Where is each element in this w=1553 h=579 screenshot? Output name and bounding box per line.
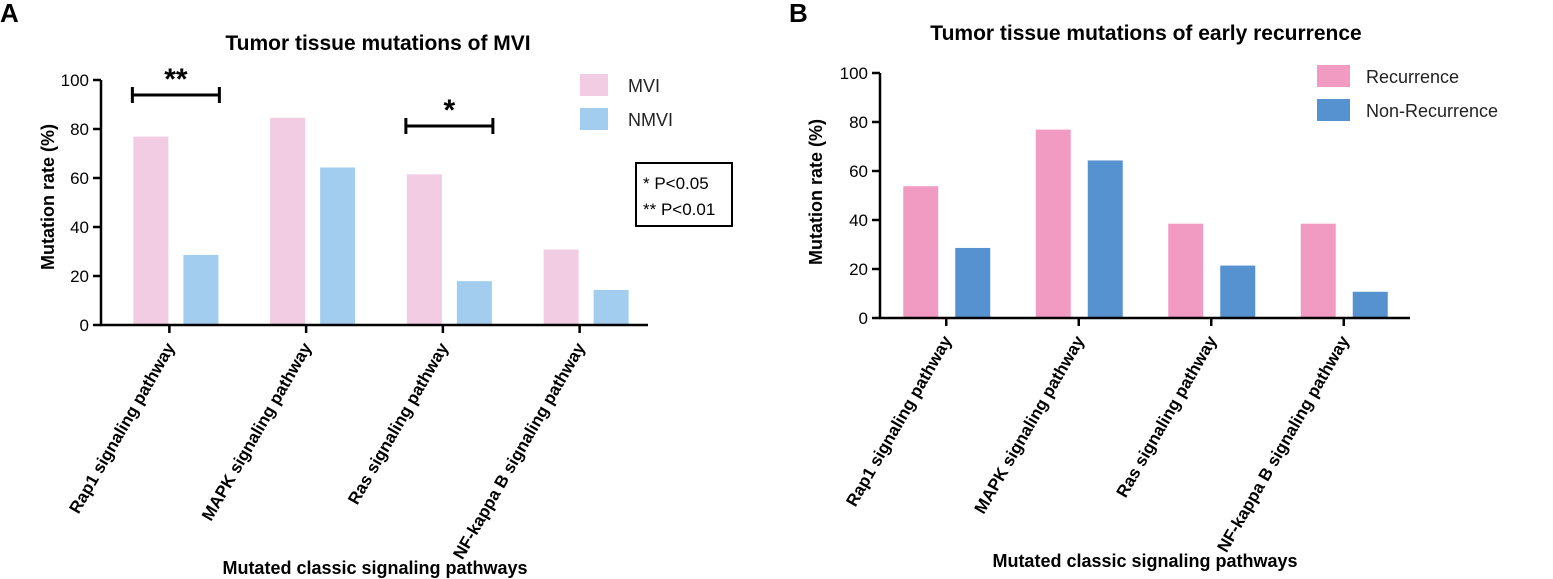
pvalue-note-double: ** P<0.01 [643, 200, 715, 219]
y-tick-label-80: 80 [849, 113, 868, 132]
y-tick-label-60: 60 [849, 162, 868, 181]
bar-nmvi-4 [593, 289, 629, 325]
panel-a-category-labels: Rap1 signaling pathway MAPK signaling pat… [66, 325, 589, 563]
legend-swatch-non-recurrence [1317, 99, 1350, 121]
panel-a-significance: *** [130, 63, 495, 134]
bar-non-recurrence-4 [1352, 291, 1388, 318]
y-tick-label-100: 100 [840, 64, 868, 83]
y-tick-label-80: 80 [70, 120, 89, 139]
significance-bracket-3 [404, 118, 495, 134]
bar-mvi-4 [543, 249, 579, 325]
pvalue-box-frame [635, 162, 733, 227]
y-tick-label-40: 40 [70, 218, 89, 237]
bar-recurrence-3 [1168, 223, 1204, 318]
panel-a-y-axis-title: Mutation rate (%) [38, 124, 58, 270]
category-label-ras-signaling-pathway: Ras signaling pathway [344, 339, 452, 508]
category-label-rap1-signaling-pathway: Rap1 signaling pathway [66, 339, 180, 517]
legend-swatch-nmvi [580, 108, 608, 130]
category-label-mapk-signaling-pathway: MAPK signaling pathway [198, 339, 316, 524]
panel-b-letter: B [789, 0, 808, 28]
panel-a-y-ticks: 0 20 40 60 80 100 [61, 71, 101, 335]
bar-mvi-3 [406, 174, 442, 325]
panel-a-legend: MVI NMVI [580, 74, 673, 130]
bar-non-recurrence-3 [1220, 265, 1256, 318]
panel-a-bars [133, 117, 629, 325]
category-label-ras-signaling-pathway: Ras signaling pathway [1113, 332, 1221, 501]
bar-non-recurrence-1 [955, 247, 991, 318]
panel-b: B Tumor tissue mutations of early recurr… [789, 0, 1498, 571]
y-tick-label-0: 0 [859, 309, 868, 328]
y-tick-label-40: 40 [849, 211, 868, 230]
category-label-nf-kappa-b-signaling-pathway: NF-kappa B signaling pathway [449, 339, 589, 562]
panel-b-legend: Recurrence Non-Recurrence [1317, 65, 1498, 121]
category-label-nf-kappa-b-signaling-pathway: NF-kappa B signaling pathway [1213, 332, 1353, 555]
y-tick-label-100: 100 [61, 71, 89, 90]
significance-bracket-1 [130, 87, 221, 103]
panel-b-axes [878, 73, 1410, 320]
bar-nmvi-2 [320, 167, 356, 325]
panel-a-title: Tumor tissue mutations of MVI [225, 32, 530, 55]
legend-label-mvi: MVI [628, 76, 660, 96]
legend-label-recurrence: Recurrence [1366, 67, 1459, 87]
significance-marker-1: ** [164, 63, 188, 96]
panel-b-category-labels: Rap1 signaling pathway MAPK signaling pat… [842, 318, 1353, 556]
panel-b-bars [903, 129, 1388, 318]
panel-b-y-ticks: 0 20 40 60 80 100 [840, 64, 880, 328]
legend-label-nmvi: NMVI [628, 110, 673, 130]
panel-a-letter: A [0, 0, 19, 28]
y-tick-label-20: 20 [849, 260, 868, 279]
panel-a-axes [99, 80, 648, 327]
category-label-rap1-signaling-pathway: Rap1 signaling pathway [842, 332, 956, 510]
panel-a: A Tumor tissue mutations of MVI Mutation… [0, 0, 733, 578]
bar-recurrence-4 [1300, 223, 1336, 318]
bar-nmvi-1 [183, 254, 219, 325]
y-tick-label-0: 0 [80, 316, 89, 335]
pvalue-note-single: * P<0.05 [643, 174, 709, 193]
bar-recurrence-1 [903, 186, 939, 318]
bar-recurrence-2 [1035, 129, 1071, 318]
bar-mvi-2 [270, 117, 306, 325]
y-tick-label-20: 20 [70, 267, 89, 286]
panel-b-title: Tumor tissue mutations of early recurren… [930, 22, 1361, 45]
category-label-mapk-signaling-pathway: MAPK signaling pathway [971, 332, 1089, 517]
significance-marker-3: * [444, 94, 456, 127]
legend-swatch-mvi [580, 74, 608, 96]
legend-swatch-recurrence [1317, 65, 1350, 87]
legend-label-non-recurrence: Non-Recurrence [1366, 101, 1498, 121]
bar-non-recurrence-2 [1087, 160, 1123, 318]
bar-mvi-1 [133, 136, 169, 325]
panel-a-pvalue-box: * P<0.05 ** P<0.01 [635, 162, 733, 227]
panel-b-y-axis-title: Mutation rate (%) [806, 119, 826, 265]
y-tick-label-60: 60 [70, 169, 89, 188]
panel-b-x-axis-title: Mutated classic signaling pathways [992, 551, 1297, 571]
bar-nmvi-3 [456, 281, 492, 325]
panel-a-x-axis-title: Mutated classic signaling pathways [222, 558, 527, 578]
